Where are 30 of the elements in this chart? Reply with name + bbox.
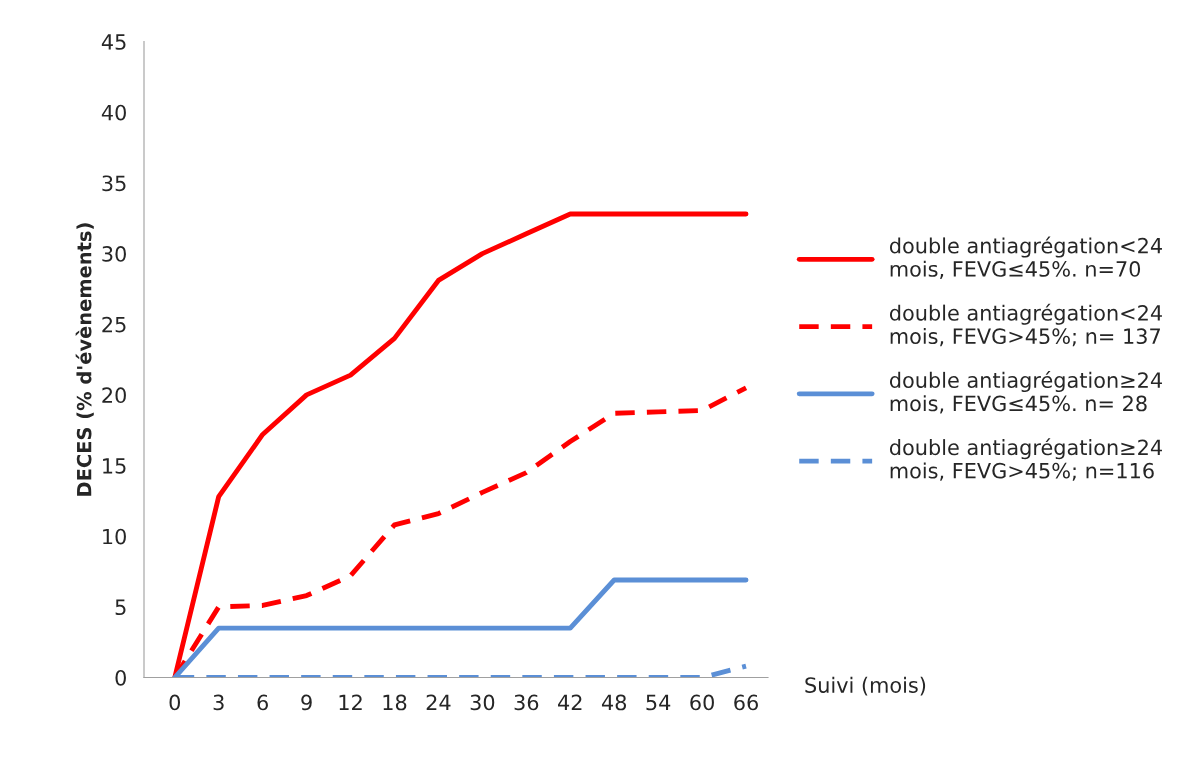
x-tick-label: 3: [213, 694, 224, 711]
y-tick-label: 45: [101, 34, 126, 50]
legend-label: double antiagrégation≥24 mois, FEVG>45%; n=116: [889, 438, 1162, 481]
x-tick-label: 54: [646, 694, 671, 711]
x-tick-label: 0: [169, 694, 180, 711]
legend-label: double antiagrégation<24 mois, FEVG>45%; n= 137: [889, 303, 1162, 347]
y-tick-label: 40: [101, 104, 126, 121]
y-tick-label: 5: [115, 599, 126, 616]
y-tick-label: 25: [102, 316, 126, 333]
x-tick-label: 6: [257, 694, 268, 711]
x-axis-title: Suivi (mois): [805, 676, 926, 696]
y-tick-label: 15: [103, 458, 126, 474]
x-tick-label: 12: [339, 694, 362, 711]
y-tick-label: 0: [115, 669, 126, 686]
y-tick-label: 10: [103, 528, 126, 545]
x-tick-label: 9: [301, 694, 312, 711]
y-tick-label: 35: [102, 175, 126, 192]
y-axis-title: DECES (% d'évènements): [75, 223, 94, 496]
y-tick-label: 20: [102, 387, 126, 404]
x-tick-label: 48: [601, 694, 627, 711]
x-tick-label: 24: [426, 694, 451, 711]
legend-label: double antiagrégation≥24 mois, FEVG≤45%. n= 28: [889, 371, 1162, 414]
y-tick-label: 30: [102, 246, 126, 262]
x-tick-label: 18: [383, 694, 407, 711]
x-tick-label: 42: [558, 694, 582, 711]
x-tick-label: 60: [690, 694, 714, 711]
x-tick-label: 36: [514, 694, 539, 711]
x-tick-label: 30: [470, 694, 495, 711]
legend-label: double antiagrégation<24 mois, FEVG≤45%. n=70: [889, 236, 1162, 279]
x-tick-label: 66: [734, 694, 758, 711]
